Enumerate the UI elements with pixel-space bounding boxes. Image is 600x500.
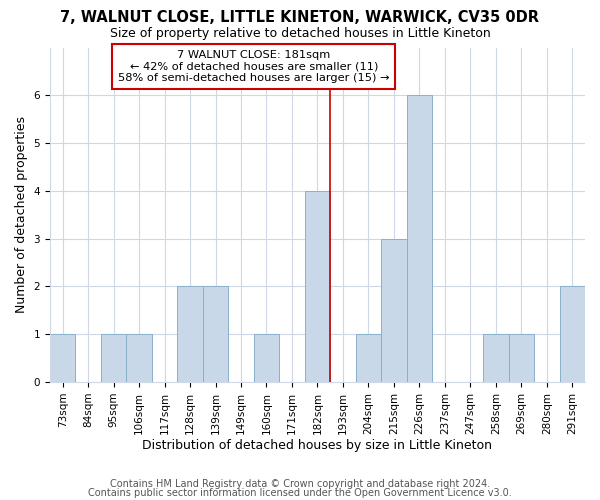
Text: Contains HM Land Registry data © Crown copyright and database right 2024.: Contains HM Land Registry data © Crown c…: [110, 479, 490, 489]
Bar: [254, 334, 279, 382]
Bar: [178, 286, 203, 382]
Text: Size of property relative to detached houses in Little Kineton: Size of property relative to detached ho…: [110, 28, 490, 40]
X-axis label: Distribution of detached houses by size in Little Kineton: Distribution of detached houses by size …: [142, 440, 493, 452]
Text: 7 WALNUT CLOSE: 181sqm
← 42% of detached houses are smaller (11)
58% of semi-det: 7 WALNUT CLOSE: 181sqm ← 42% of detached…: [118, 50, 389, 83]
Bar: [305, 191, 330, 382]
Bar: [407, 96, 432, 382]
Bar: [560, 286, 585, 382]
Bar: [509, 334, 534, 382]
Bar: [381, 238, 407, 382]
Text: 7, WALNUT CLOSE, LITTLE KINETON, WARWICK, CV35 0DR: 7, WALNUT CLOSE, LITTLE KINETON, WARWICK…: [61, 10, 539, 25]
Bar: [483, 334, 509, 382]
Bar: [127, 334, 152, 382]
Y-axis label: Number of detached properties: Number of detached properties: [15, 116, 28, 314]
Bar: [203, 286, 228, 382]
Text: Contains public sector information licensed under the Open Government Licence v3: Contains public sector information licen…: [88, 488, 512, 498]
Bar: [50, 334, 76, 382]
Bar: [356, 334, 381, 382]
Bar: [101, 334, 127, 382]
